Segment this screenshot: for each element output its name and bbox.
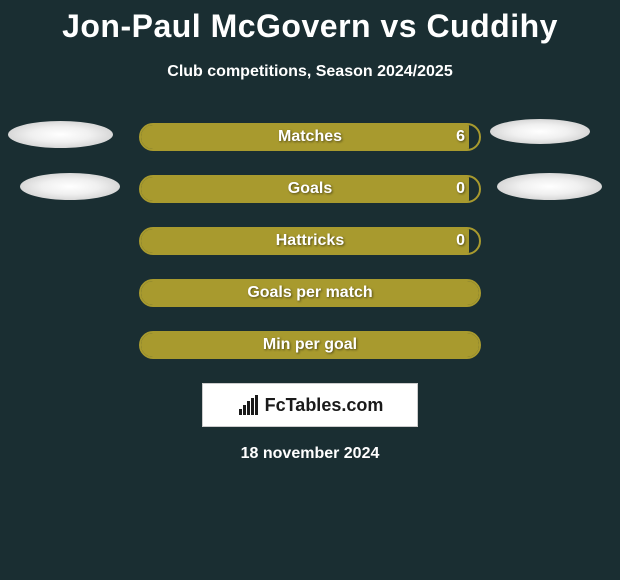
- date-text: 18 november 2024: [0, 445, 620, 463]
- stat-row-hattricks: Hattricks 0: [0, 227, 620, 255]
- stat-label: Min per goal: [263, 336, 357, 354]
- logo-box: FcTables.com: [202, 383, 418, 427]
- stat-bar: Goals 0: [139, 175, 481, 203]
- stat-bar: Goals per match: [139, 279, 481, 307]
- page-title: Jon-Paul McGovern vs Cuddihy: [0, 8, 620, 45]
- subtitle: Club competitions, Season 2024/2025: [0, 63, 620, 81]
- stat-bar: Min per goal: [139, 331, 481, 359]
- stat-label: Hattricks: [276, 232, 344, 250]
- stat-bar: Matches 6: [139, 123, 481, 151]
- logo-content: FcTables.com: [237, 393, 384, 417]
- stat-row-min-per-goal: Min per goal: [0, 331, 620, 359]
- stat-bar: Hattricks 0: [139, 227, 481, 255]
- stat-value: 0: [456, 180, 465, 198]
- left-player-indicator: [8, 121, 113, 148]
- stat-label: Matches: [278, 128, 342, 146]
- stat-value: 0: [456, 232, 465, 250]
- stat-row-matches: Matches 6: [0, 123, 620, 151]
- right-player-indicator: [497, 173, 602, 200]
- stat-value: 6: [456, 128, 465, 146]
- logo-text: FcTables.com: [265, 395, 384, 416]
- stat-label: Goals: [288, 180, 332, 198]
- stat-label: Goals per match: [247, 284, 372, 302]
- stat-row-goals: Goals 0: [0, 175, 620, 203]
- chart-bars-icon: [237, 393, 261, 417]
- left-player-indicator: [20, 173, 120, 200]
- stat-row-goals-per-match: Goals per match: [0, 279, 620, 307]
- main-container: Jon-Paul McGovern vs Cuddihy Club compet…: [0, 0, 620, 463]
- right-player-indicator: [490, 119, 590, 144]
